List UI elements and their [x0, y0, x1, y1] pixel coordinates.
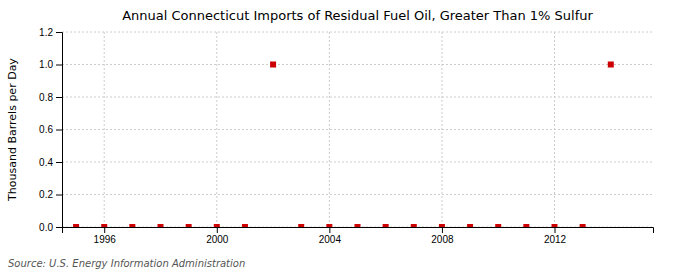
y-tick-mark — [56, 195, 62, 196]
points — [73, 62, 614, 228]
x-tick-mark — [104, 227, 105, 233]
point — [101, 224, 107, 227]
point — [552, 224, 558, 227]
point — [158, 224, 164, 227]
y-tick: 0.0 — [39, 222, 62, 233]
point — [495, 224, 501, 227]
point — [580, 224, 586, 227]
y-grid-line — [62, 64, 653, 65]
x-tick: 2012 — [544, 227, 567, 245]
point — [270, 62, 276, 68]
y-tick-mark — [56, 162, 62, 163]
x-tick-mark — [329, 227, 330, 233]
x-tick-mark — [442, 227, 443, 233]
point — [411, 224, 417, 227]
y-tick-label: 0.8 — [39, 92, 53, 103]
y-tick-label: 0.6 — [39, 124, 53, 135]
chart: 1996 2000 2004 2008 2012 0.0 0.2 0.4 0.6 0.8 1.0 1.… — [0, 0, 675, 275]
y-tick: 0.2 — [39, 189, 62, 200]
point — [73, 224, 79, 227]
y-tick-mark — [56, 227, 62, 228]
y-grid-line — [62, 129, 653, 130]
y-grid-line — [62, 97, 653, 98]
y-axis: 0.0 0.2 0.4 0.6 0.8 1.0 1.2 — [39, 27, 62, 233]
source-note: Source: U.S. Energy Information Administ… — [8, 258, 245, 269]
x-tick-label: 2008 — [431, 234, 454, 245]
y-tick: 0.6 — [39, 124, 62, 135]
y-tick-label: 1.2 — [39, 27, 53, 38]
x-tick: 2004 — [319, 227, 342, 245]
y-tick: 0.8 — [39, 92, 62, 103]
y-tick: 1.2 — [39, 27, 62, 38]
y-tick: 1.0 — [39, 59, 62, 70]
x-tick-label: 2004 — [319, 234, 342, 245]
x-axis: 1996 2000 2004 2008 2012 — [63, 227, 654, 245]
y-tick-mark — [56, 130, 62, 131]
x-tick-label: 2000 — [206, 234, 229, 245]
y-tick-mark — [56, 65, 62, 66]
point — [298, 224, 304, 227]
y-grid-line — [62, 32, 653, 33]
y-tick-label: 0.2 — [39, 189, 53, 200]
point — [608, 62, 614, 68]
y-axis-line — [56, 33, 63, 228]
x-tick-label: 2012 — [544, 234, 567, 245]
point — [523, 224, 529, 227]
point — [214, 224, 220, 227]
x-axis-line — [63, 228, 654, 234]
x-tick-label: 1996 — [94, 234, 117, 245]
point — [467, 224, 473, 227]
x-tick: 2008 — [431, 227, 454, 245]
x-tick: 1996 — [94, 227, 117, 245]
x-tick-mark — [217, 227, 218, 233]
y-tick: 0.4 — [39, 157, 62, 168]
y-tick-label: 1.0 — [39, 59, 53, 70]
y-tick-mark — [56, 32, 62, 33]
x-tick-mark — [555, 227, 556, 233]
point — [129, 224, 135, 227]
y-tick-label: 0.4 — [39, 157, 53, 168]
y-tick-mark — [56, 97, 62, 98]
y-grid-line — [62, 162, 653, 163]
y-grid-line — [62, 194, 653, 195]
point — [186, 224, 192, 227]
y-axis-label: Thousand Barrels per Day — [6, 58, 19, 202]
point — [326, 224, 332, 227]
point — [383, 224, 389, 227]
x-grid-line — [216, 32, 217, 227]
point — [242, 224, 248, 227]
title: Annual Connecticut Imports of Residual F… — [122, 8, 593, 23]
grid — [62, 32, 653, 227]
point — [355, 224, 361, 227]
plot: 1996 2000 2004 2008 2012 0.0 0.2 0.4 0.6 0.8 1.0 1.… — [39, 27, 653, 245]
y-tick-label: 0.0 — [39, 222, 53, 233]
x-tick: 2000 — [206, 227, 229, 245]
x-grid-line — [329, 32, 330, 227]
point — [439, 224, 445, 227]
